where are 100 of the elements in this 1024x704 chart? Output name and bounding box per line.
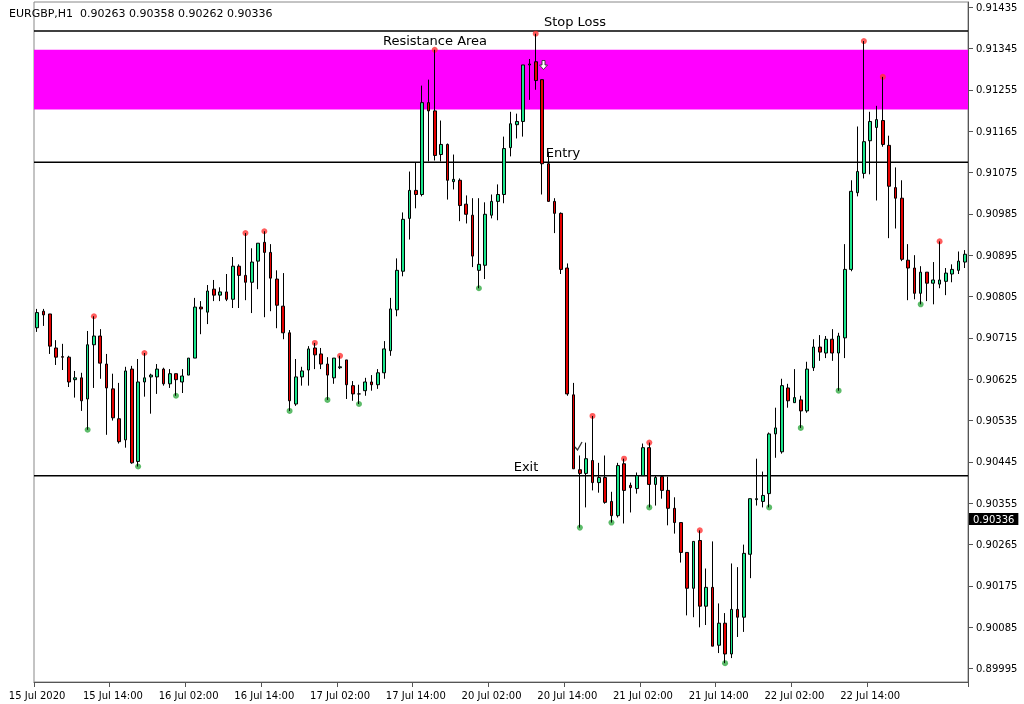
candlestick: [313, 342, 317, 370]
x-tick-label: 21 Jul 14:00: [688, 689, 749, 701]
candlestick: [269, 243, 272, 312]
candlestick: [98, 328, 102, 380]
candlestick: [572, 382, 575, 470]
candlestick: [351, 380, 355, 402]
candlestick: [717, 602, 721, 654]
candlestick: [742, 544, 746, 633]
candlestick: [629, 482, 632, 513]
candlestick: [376, 368, 380, 390]
y-tick-label: 0.90895: [976, 249, 1018, 261]
candlestick: [843, 243, 847, 359]
candlestick: [363, 377, 367, 397]
candlestick: [193, 297, 197, 359]
band-label: Resistance Area: [382, 32, 488, 48]
candlestick: [818, 334, 822, 362]
candlestick: [48, 313, 52, 355]
candlestick: [559, 211, 563, 275]
candlestick: [881, 76, 885, 148]
x-tick-label: 16 Jul 14:00: [234, 689, 295, 701]
candlestick: [483, 201, 487, 280]
candlestick: [408, 171, 411, 241]
candlestick: [679, 522, 683, 564]
x-tick-label: 17 Jul 14:00: [385, 689, 446, 701]
candlestick: [490, 194, 493, 219]
candlestick: [218, 286, 222, 302]
x-tick-label: 20 Jul 14:00: [537, 689, 598, 701]
x-tick-label: 17 Jul 02:00: [310, 689, 371, 701]
candlestick: [805, 361, 809, 414]
candlestick: [338, 355, 342, 370]
candlestick: [957, 250, 960, 275]
candlestick: [565, 262, 569, 397]
x-tick-label: 20 Jul 02:00: [461, 689, 522, 701]
x-tick-label: 15 Jul 14:00: [82, 689, 143, 701]
candlestick: [345, 359, 348, 400]
x-tick-label: 22 Jul 02:00: [764, 689, 825, 701]
text: EURGBP,H1 0.90263 0.90358 0.90262 0.90336: [9, 7, 273, 20]
y-tick-label: 0.90805: [976, 291, 1018, 303]
candlestick: [458, 177, 462, 222]
candlestick: [950, 263, 954, 283]
candlestick: [906, 243, 910, 301]
candlestick: [382, 340, 386, 380]
candlestick: [275, 269, 279, 329]
candlestick: [180, 368, 184, 394]
candlestick: [704, 568, 708, 626]
candlestick: [673, 496, 676, 535]
candlestick: [471, 197, 474, 268]
candlestick: [464, 194, 468, 224]
text: 0.90336: [973, 513, 1015, 525]
candlestick: [711, 540, 714, 647]
candlestick: [521, 64, 525, 138]
candlestick: [748, 498, 752, 579]
y-tick-label: 0.90985: [976, 208, 1018, 220]
y-tick-label: 0.90625: [976, 373, 1018, 385]
candlestick: [736, 566, 739, 638]
ref-line-label: Exit: [513, 458, 539, 474]
candlestick: [553, 197, 556, 234]
y-tick-label: 0.90265: [976, 539, 1018, 551]
y-tick-label: 0.90445: [976, 456, 1018, 468]
candlestick: [67, 355, 71, 388]
candlestick: [477, 197, 481, 289]
candlestick: [786, 383, 790, 409]
ref-line-label: Entry: [545, 145, 581, 161]
x-tick-label: 15 Jul 2020: [8, 689, 66, 701]
y-tick-label: 0.91345: [976, 42, 1018, 54]
candlestick: [124, 366, 127, 449]
candlestick: [944, 267, 948, 296]
candlestick: [730, 562, 733, 659]
candlestick: [830, 328, 834, 362]
candlestick: [73, 370, 77, 399]
y-tick-label: 0.91435: [976, 1, 1018, 13]
candlestick: [168, 368, 172, 389]
candlestick: [187, 357, 190, 376]
y-tick-label: 0.91075: [976, 166, 1018, 178]
candlestick: [528, 58, 531, 101]
candlestick: [496, 183, 500, 221]
x-tick-label: 22 Jul 14:00: [840, 689, 901, 701]
candlestick: [370, 374, 373, 392]
candlestick: [35, 308, 39, 333]
candlestick: [509, 111, 512, 157]
candlestick: [401, 211, 405, 277]
y-tick-label: 0.90535: [976, 415, 1018, 427]
candlestick: [80, 372, 83, 412]
x-tick-label: 21 Jul 02:00: [613, 689, 673, 701]
candlestick: [237, 263, 241, 309]
candlestick: [849, 179, 853, 272]
candlestick: [824, 335, 828, 359]
candlestick: [357, 384, 361, 405]
ref-line-label: Stop Loss: [543, 13, 607, 29]
candlestick: [300, 366, 304, 387]
y-tick-label: 0.90175: [976, 580, 1018, 592]
candlestick: [231, 256, 235, 309]
candlestick: [319, 347, 323, 370]
candlestick: [913, 254, 916, 300]
candlestick: [225, 273, 228, 302]
candlestick: [723, 612, 727, 664]
candlestick: [780, 378, 784, 455]
candlestick: [162, 367, 165, 387]
y-tick-label: 0.91165: [976, 125, 1018, 137]
candlestick: [963, 249, 967, 269]
